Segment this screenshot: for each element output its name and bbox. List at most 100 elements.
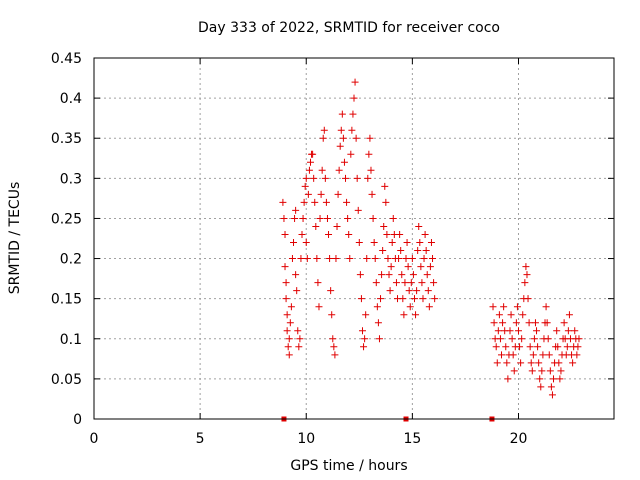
data-point: [421, 230, 429, 238]
data-point: [403, 239, 411, 247]
data-point: [536, 375, 544, 383]
data-point: [500, 303, 508, 311]
grid-lines: [94, 58, 614, 419]
data-point: [321, 174, 329, 182]
data-point: [298, 230, 306, 238]
data-point: [574, 343, 582, 351]
data-point: [365, 150, 373, 158]
y-tick-label: 0.1: [60, 332, 82, 348]
data-marks: [279, 78, 583, 399]
data-point: [387, 263, 395, 271]
data-point: [512, 319, 520, 327]
data-point: [332, 255, 340, 263]
data-point: [323, 214, 331, 222]
data-point: [492, 343, 500, 351]
data-point: [314, 279, 322, 287]
data-point: [405, 287, 413, 295]
data-point: [546, 367, 554, 375]
data-point: [422, 247, 430, 255]
data-point: [372, 279, 380, 287]
data-point: [494, 327, 502, 335]
data-point: [325, 230, 333, 238]
data-point: [342, 174, 350, 182]
data-point: [542, 303, 550, 311]
plot-frame: [93, 57, 615, 420]
data-point: [534, 343, 542, 351]
data-point: [282, 295, 290, 303]
data-point: [424, 287, 432, 295]
data-point: [354, 206, 362, 214]
data-point: [429, 255, 437, 263]
data-point: [293, 287, 301, 295]
data-point: [496, 335, 504, 343]
x-tick-label: 0: [90, 431, 99, 447]
data-point: [563, 343, 571, 351]
data-point: [392, 279, 400, 287]
data-point: [416, 239, 424, 247]
data-point: [404, 263, 412, 271]
data-point: [547, 383, 555, 391]
data-point: [503, 359, 511, 367]
data-point: [420, 255, 428, 263]
data-point: [316, 214, 324, 222]
data-point: [575, 335, 583, 343]
data-point: [525, 319, 533, 327]
data-point: [285, 351, 293, 359]
data-point: [415, 222, 423, 230]
data-point: [506, 327, 514, 335]
data-point: [363, 255, 371, 263]
data-point: [396, 230, 404, 238]
data-point: [531, 319, 539, 327]
y-tick-label: 0.05: [51, 372, 82, 388]
data-point: [371, 255, 379, 263]
data-point: [527, 359, 535, 367]
data-point: [346, 255, 354, 263]
data-point: [526, 343, 534, 351]
data-point: [509, 351, 517, 359]
data-point: [297, 255, 305, 263]
data-point: [426, 263, 434, 271]
data-point: [284, 343, 292, 351]
data-point: [370, 239, 378, 247]
data-point: [573, 351, 581, 359]
data-point: [331, 351, 339, 359]
data-point: [523, 271, 531, 279]
data-point: [389, 214, 397, 222]
data-point: [345, 230, 353, 238]
data-point: [351, 78, 359, 86]
data-point: [306, 158, 314, 166]
data-point: [282, 279, 290, 287]
data-point: [493, 359, 501, 367]
data-point: [407, 279, 415, 287]
data-point: [343, 198, 351, 206]
data-point: [280, 214, 288, 222]
data-point: [518, 335, 526, 343]
data-point: [281, 230, 289, 238]
data-point: [312, 222, 320, 230]
data-point: [373, 303, 381, 311]
data-point: [313, 255, 321, 263]
data-point: [292, 206, 300, 214]
data-point: [283, 327, 291, 335]
data-point: [430, 279, 438, 287]
y-tick-label: 0: [73, 412, 82, 428]
chart-title: Day 333 of 2022, SRMTID for receiver coc…: [198, 20, 500, 36]
data-point: [344, 214, 352, 222]
data-point: [301, 182, 309, 190]
data-point: [408, 255, 416, 263]
data-point: [334, 190, 342, 198]
data-point: [431, 295, 439, 303]
data-point: [279, 198, 287, 206]
data-point: [507, 311, 515, 319]
data-point: [368, 190, 376, 198]
data-point: [382, 198, 390, 206]
data-point: [292, 271, 300, 279]
data-point: [495, 311, 503, 319]
data-point: [335, 166, 343, 174]
data-point: [302, 174, 310, 182]
data-point: [296, 335, 304, 343]
data-point: [327, 287, 335, 295]
data-point: [304, 190, 312, 198]
data-point: [571, 327, 579, 335]
